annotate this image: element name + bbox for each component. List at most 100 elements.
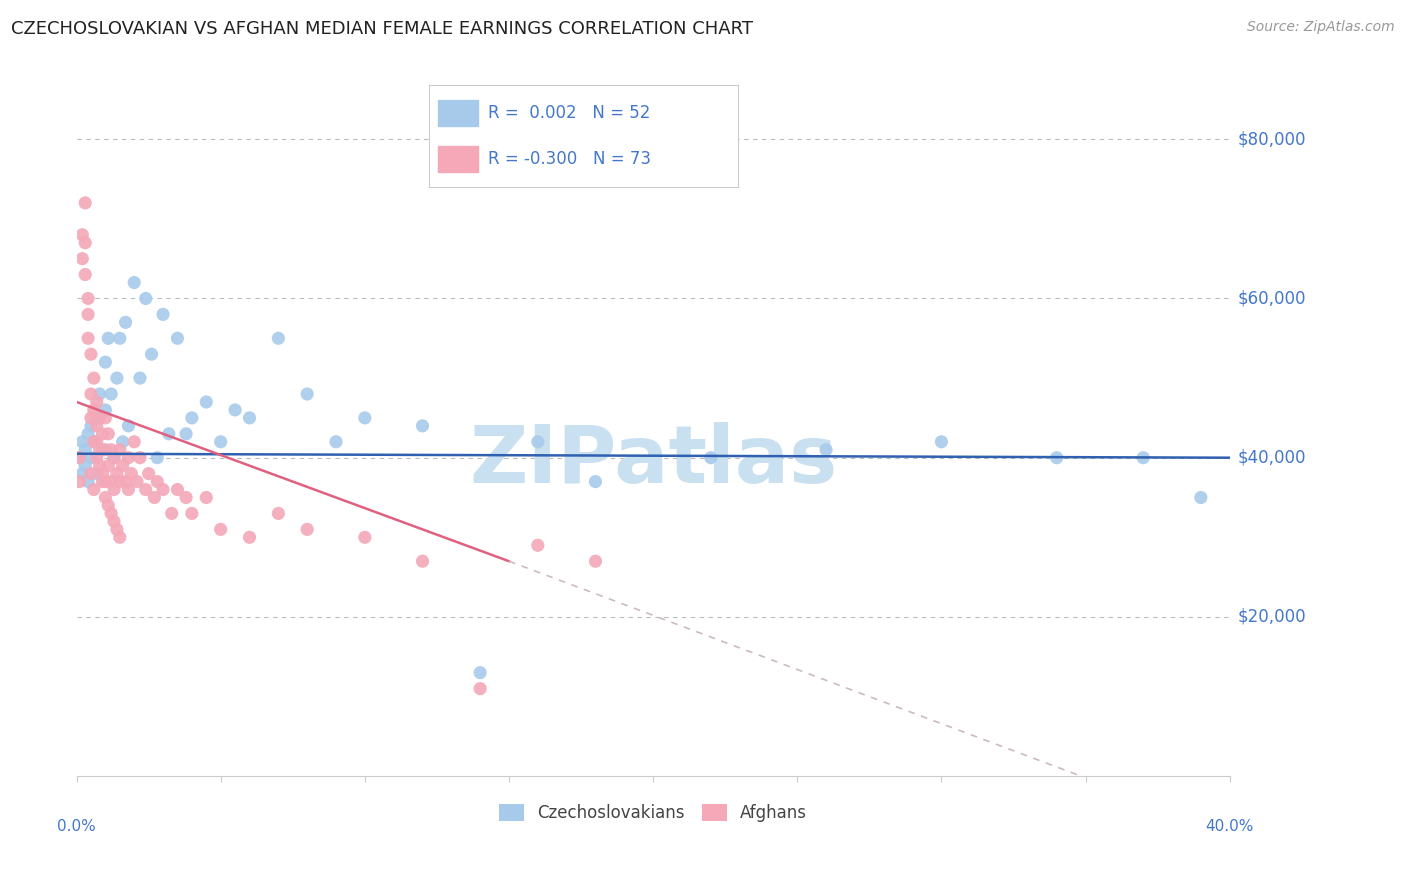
Text: $80,000: $80,000 — [1239, 130, 1306, 148]
Text: ZIPatlas: ZIPatlas — [470, 422, 837, 500]
Point — [77, 426, 100, 441]
Point — [209, 522, 232, 536]
Point — [94, 403, 117, 417]
Point — [700, 450, 723, 465]
Point — [160, 507, 183, 521]
Point — [267, 331, 290, 345]
Point — [585, 475, 607, 489]
Point — [100, 387, 122, 401]
Point — [89, 410, 111, 425]
Point — [411, 554, 433, 568]
Text: 0.0%: 0.0% — [58, 819, 96, 834]
Point — [89, 442, 111, 457]
Point — [411, 418, 433, 433]
Point — [105, 522, 128, 536]
Point — [295, 387, 318, 401]
Point — [80, 418, 103, 433]
Point — [97, 426, 120, 441]
Point — [152, 307, 174, 321]
Point — [238, 530, 260, 544]
Point — [120, 467, 142, 481]
Point — [353, 530, 375, 544]
Point — [353, 410, 375, 425]
Point — [105, 467, 128, 481]
Point — [325, 434, 347, 449]
Point — [470, 681, 492, 696]
Point — [67, 450, 90, 465]
Point — [180, 410, 202, 425]
Point — [224, 403, 246, 417]
Point — [146, 450, 169, 465]
Point — [91, 442, 114, 457]
Text: $40,000: $40,000 — [1239, 449, 1306, 467]
Bar — [439, 146, 478, 172]
Point — [195, 395, 218, 409]
Point — [94, 442, 117, 457]
Point — [75, 268, 97, 282]
Text: $60,000: $60,000 — [1239, 290, 1306, 308]
Point — [72, 252, 94, 266]
Point — [80, 387, 103, 401]
Point — [86, 410, 108, 425]
Point — [80, 347, 103, 361]
Point — [111, 458, 134, 473]
Point — [585, 554, 607, 568]
Point — [166, 331, 188, 345]
Point — [77, 307, 100, 321]
Point — [114, 475, 136, 489]
Point — [103, 450, 125, 465]
Point — [815, 442, 838, 457]
Point — [86, 434, 108, 449]
Point — [143, 491, 166, 505]
Point — [108, 442, 131, 457]
Text: CZECHOSLOVAKIAN VS AFGHAN MEDIAN FEMALE EARNINGS CORRELATION CHART: CZECHOSLOVAKIAN VS AFGHAN MEDIAN FEMALE … — [11, 20, 754, 37]
Point — [135, 292, 157, 306]
Point — [94, 475, 117, 489]
Point — [127, 475, 149, 489]
Point — [94, 491, 117, 505]
Point — [100, 442, 122, 457]
Point — [86, 395, 108, 409]
Point — [75, 442, 97, 457]
Point — [146, 475, 169, 489]
Point — [75, 195, 97, 210]
Point — [105, 371, 128, 385]
Point — [108, 475, 131, 489]
Point — [77, 475, 100, 489]
Point — [67, 475, 90, 489]
Point — [77, 292, 100, 306]
Text: $20,000: $20,000 — [1239, 608, 1306, 626]
Point — [72, 227, 94, 242]
Point — [72, 434, 94, 449]
Point — [91, 426, 114, 441]
Point — [80, 467, 103, 481]
Point — [75, 458, 97, 473]
Point — [94, 410, 117, 425]
Point — [83, 483, 105, 497]
Point — [100, 507, 122, 521]
Point — [1046, 450, 1069, 465]
Text: R = -0.300   N = 73: R = -0.300 N = 73 — [488, 150, 651, 168]
Point — [100, 475, 122, 489]
Point — [238, 410, 260, 425]
Point — [108, 530, 131, 544]
Point — [83, 371, 105, 385]
Point — [157, 426, 180, 441]
Point — [117, 450, 139, 465]
Point — [1132, 450, 1154, 465]
Point — [129, 450, 152, 465]
Point — [97, 331, 120, 345]
Point — [129, 371, 152, 385]
Point — [91, 475, 114, 489]
Text: R =  0.002   N = 52: R = 0.002 N = 52 — [488, 104, 650, 122]
Point — [83, 434, 105, 449]
Point — [77, 331, 100, 345]
Point — [97, 499, 120, 513]
Point — [89, 387, 111, 401]
Point — [152, 483, 174, 497]
Point — [103, 450, 125, 465]
Point — [108, 331, 131, 345]
Point — [295, 522, 318, 536]
Point — [931, 434, 953, 449]
Point — [135, 483, 157, 497]
